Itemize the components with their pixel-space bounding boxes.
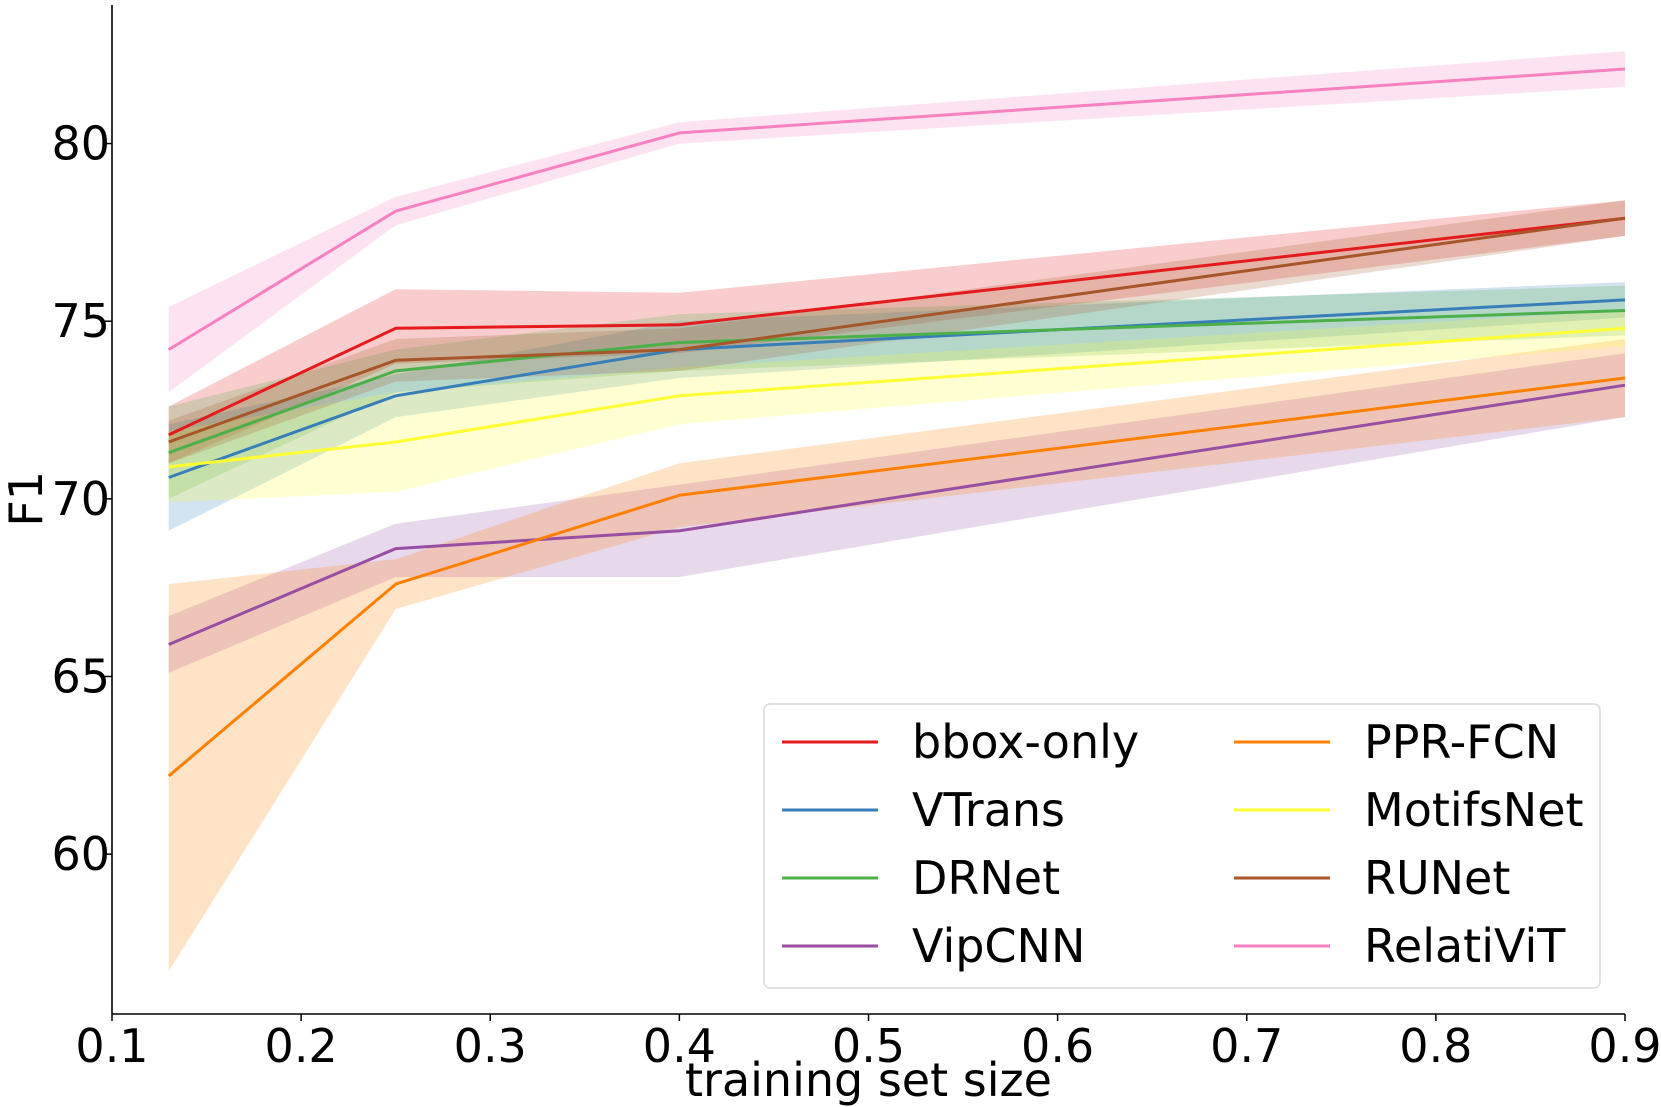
x-tick-label: 0.5 — [832, 1019, 905, 1073]
series-line-relativit — [167, 67, 1626, 351]
series-line-ppr-fcn — [167, 376, 1626, 778]
x-tick-label: 0.7 — [1210, 1019, 1283, 1073]
legend-label-bbox-only: bbox-only — [912, 715, 1139, 769]
series-line-bbox-only — [168, 216, 1626, 437]
x-tick-label: 0.8 — [1399, 1019, 1472, 1073]
legend-label-ppr-fcn: PPR-FCN — [1364, 715, 1559, 769]
y-tick-label: 65 — [51, 649, 110, 703]
series-line-motifsnet — [168, 326, 1626, 469]
x-tick-label: 0.9 — [1588, 1019, 1661, 1073]
legend-label-motifsnet: MotifsNet — [1364, 783, 1584, 837]
legend: bbox-only VTrans DRNet VipCNN PPR-FCN MotifsN… — [763, 703, 1601, 989]
legend-label-vipcnn: VipCNN — [912, 919, 1085, 973]
y-axis-title: F1 — [0, 471, 53, 527]
series-lines — [167, 67, 1626, 778]
y-tick-label: 80 — [51, 117, 110, 171]
x-tick-label: 0.3 — [454, 1019, 527, 1073]
band-runet — [168, 200, 1626, 464]
legend-label-drnet: DRNet — [912, 851, 1060, 905]
legend-label-relativit: RelatiViT — [1364, 919, 1566, 973]
band-ppr-fcn — [168, 339, 1626, 972]
y-tick-label: 75 — [51, 294, 110, 348]
y-tick-label: 70 — [51, 472, 110, 526]
x-tick-label: 0.2 — [265, 1019, 338, 1073]
x-tick-label: 0.1 — [75, 1019, 148, 1073]
y-axis-ticks: 60 65 70 75 80 — [51, 117, 112, 881]
x-axis-title: training set size — [685, 1053, 1052, 1107]
x-tick-label: 0.4 — [643, 1019, 716, 1073]
x-axis-ticks: 0.1 0.2 0.3 0.4 0.5 0.6 0.7 0.8 0.9 — [75, 1014, 1661, 1073]
series-line-runet — [168, 216, 1626, 444]
legend-label-runet: RUNet — [1364, 851, 1510, 905]
series-line-vtrans — [168, 298, 1626, 479]
band-vipcnn — [168, 353, 1626, 673]
legend-label-vtrans: VTrans — [912, 783, 1065, 837]
series-line-drnet — [168, 309, 1626, 455]
band-motifsnet — [168, 310, 1626, 503]
y-tick-label: 60 — [51, 827, 110, 881]
legend-frame — [763, 703, 1601, 989]
x-tick-label: 0.6 — [1021, 1019, 1094, 1073]
band-drnet — [168, 285, 1626, 499]
band-bbox-only — [168, 200, 1626, 464]
